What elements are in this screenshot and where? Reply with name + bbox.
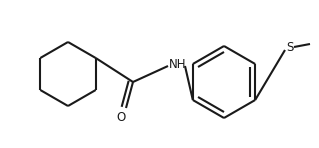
Text: O: O [116,111,126,124]
Text: S: S [286,41,293,53]
Text: NH: NH [169,58,187,70]
